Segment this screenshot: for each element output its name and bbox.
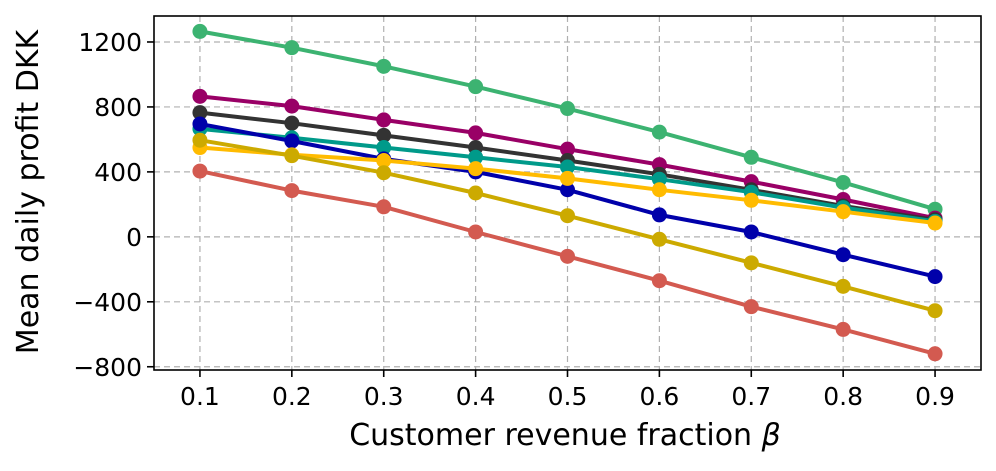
series-orange-point	[835, 204, 851, 220]
series-blue-point	[743, 224, 759, 240]
series-orange-point	[927, 215, 943, 231]
series-green-point	[468, 79, 484, 95]
series-orange	[192, 140, 943, 231]
series-green-point	[743, 149, 759, 165]
series-orange-point	[376, 153, 392, 169]
x-tick-label: 0.3	[364, 382, 404, 411]
series-orange-point	[468, 161, 484, 177]
x-tick-label: 0.1	[180, 382, 220, 411]
series-magenta-point	[468, 125, 484, 141]
series-magenta-point	[560, 141, 575, 157]
y-axis-label: Mean daily profit DKK	[11, 28, 46, 354]
x-tick-label: 0.2	[272, 382, 312, 411]
series-green-point	[835, 174, 851, 190]
series-blue-point	[835, 247, 851, 263]
series-blue-point	[192, 116, 208, 132]
series-red-point	[835, 321, 851, 337]
series-dark-gray-point	[284, 115, 300, 131]
y-tick-label: 800	[94, 93, 142, 122]
series-red-point	[468, 224, 484, 240]
x-tick-label: 0.5	[548, 382, 588, 411]
series-layer	[192, 23, 943, 362]
series-green-point	[192, 23, 208, 39]
series-red-point	[376, 199, 392, 215]
series-green-point	[560, 101, 575, 117]
series-red-point	[284, 183, 300, 199]
series-teal-point	[560, 159, 575, 175]
y-tick-label: −400	[73, 288, 142, 317]
series-magenta-point	[376, 112, 392, 128]
series-teal-point	[651, 171, 667, 187]
x-tick-label: 0.9	[915, 382, 955, 411]
y-tick-label: −800	[73, 353, 142, 382]
y-tick-label: 0	[126, 223, 142, 252]
x-tick-label: 0.7	[731, 382, 771, 411]
series-green-point	[376, 58, 392, 74]
series-olive-point	[284, 148, 300, 164]
series-olive-point	[835, 278, 851, 294]
series-red-point	[927, 346, 943, 362]
series-blue-point	[560, 182, 575, 198]
y-tick-label: 400	[94, 158, 142, 187]
series-red-point	[743, 299, 759, 315]
series-orange-point	[651, 182, 667, 198]
x-tick-label: 0.4	[456, 382, 496, 411]
series-magenta	[192, 88, 943, 226]
series-blue-point	[284, 133, 300, 149]
series-orange-point	[743, 192, 759, 208]
series-dark-gray-point	[376, 127, 392, 143]
series-red-point	[192, 163, 208, 179]
series-red-point	[560, 248, 575, 264]
series-olive	[192, 132, 943, 319]
x-tick-label: 0.6	[640, 382, 680, 411]
series-green	[192, 23, 943, 217]
series-teal-point	[468, 149, 484, 165]
series-green-point	[284, 40, 300, 56]
series-dark-gray-point	[192, 105, 208, 121]
series-blue-point	[651, 207, 667, 223]
series-olive-point	[560, 208, 575, 224]
axis-ticks: 0.1 0.2 0.3 0.4 0.5 0.6 0.7 0.8 0.9 1200 800 400 0 −4…	[73, 28, 955, 411]
series-magenta-point	[192, 88, 208, 104]
series-green-point	[651, 124, 667, 140]
series-magenta-point	[284, 98, 300, 114]
series-olive-point	[743, 255, 759, 271]
series-olive-point	[468, 185, 484, 201]
series-teal-point	[376, 140, 392, 156]
x-axis-label: Customer revenue fraction β	[349, 418, 781, 453]
series-olive-point	[376, 165, 392, 181]
series-blue-point	[927, 269, 943, 285]
series-red	[192, 163, 943, 362]
x-tick-label: 0.8	[823, 382, 863, 411]
series-olive-point	[927, 303, 943, 319]
series-orange-point	[560, 170, 575, 186]
series-olive-point	[192, 132, 208, 148]
series-olive-point	[651, 231, 667, 247]
series-red-point	[651, 273, 667, 289]
y-tick-label: 1200	[78, 28, 142, 57]
